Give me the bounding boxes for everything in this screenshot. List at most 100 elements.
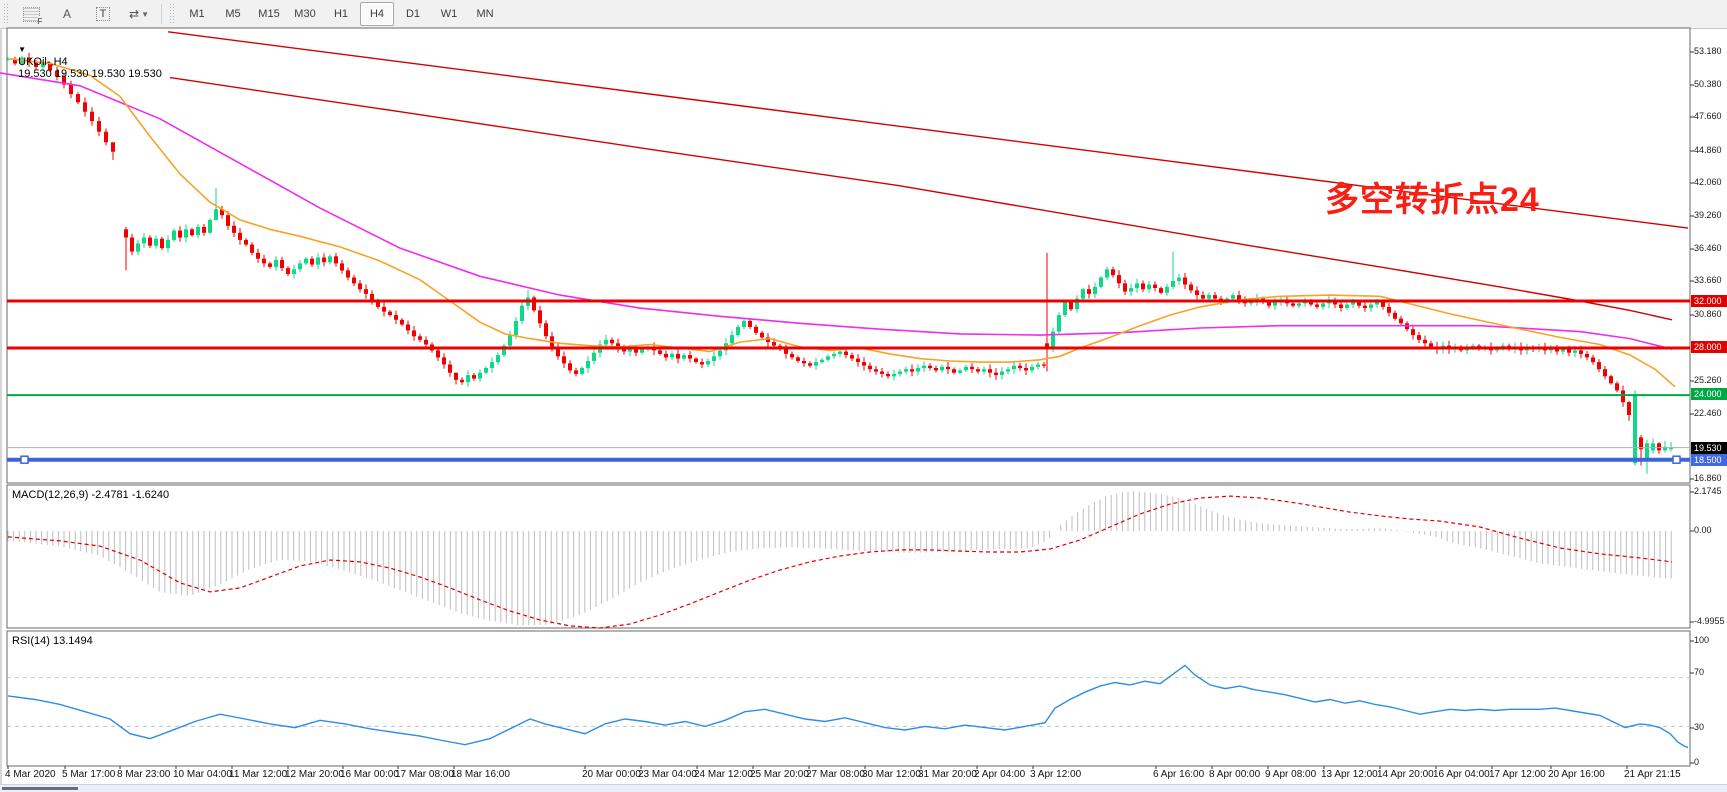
candle-body [478, 372, 482, 379]
candle-body [520, 305, 524, 321]
timeframe-button-h1[interactable]: H1 [333, 8, 349, 20]
candle-body [538, 310, 542, 324]
candle-body [83, 102, 87, 112]
candle-body [34, 62, 38, 67]
candle-body [124, 229, 128, 238]
candle-body [508, 335, 512, 346]
candle-body [910, 369, 914, 372]
rsi-label: RSI(14) 13.1494 [12, 635, 93, 647]
candle-body [1309, 301, 1313, 305]
time-axis-label: 8 Apr 00:00 [1209, 769, 1261, 780]
candle-body [166, 239, 170, 249]
candle-body [1036, 364, 1040, 367]
candle-body [544, 323, 548, 337]
candle-body [1024, 368, 1028, 371]
indicator-arrows-icon[interactable]: ⇄ ▼ [129, 7, 149, 21]
candle-body [1591, 357, 1595, 363]
rsi-panel[interactable] [6, 630, 1691, 767]
time-axis-label: 8 Mar 23:00 [117, 769, 171, 780]
candle-body [1051, 331, 1055, 349]
hline-handle[interactable] [1672, 455, 1681, 464]
text-box-icon[interactable]: T [86, 2, 120, 26]
main-panel[interactable] [6, 27, 1691, 484]
timeframe-button-mn[interactable]: MN [476, 8, 494, 20]
candle-body [730, 335, 734, 344]
text-a-icon[interactable]: A [62, 7, 71, 21]
candle-body [1057, 315, 1061, 332]
candle-body [1339, 304, 1343, 308]
candle-body [76, 94, 80, 103]
candle-body [868, 365, 872, 370]
timeframe-button-m1[interactable]: M1 [189, 8, 205, 20]
candle-body [856, 358, 860, 363]
candle-body [886, 373, 890, 377]
candle-body [6, 58, 10, 60]
timeframe-button-d1[interactable]: D1 [405, 8, 421, 20]
candle-body [69, 84, 73, 95]
candle-body [742, 321, 746, 327]
candle-body [688, 355, 692, 359]
candle-body [27, 57, 31, 63]
candle-body [904, 369, 908, 372]
candle-body [1297, 303, 1301, 306]
timeframe-button-m5[interactable]: M5 [225, 8, 241, 20]
candle-body [160, 238, 164, 249]
candle-body [316, 257, 320, 265]
candle-body [958, 370, 962, 373]
candle-body [1633, 395, 1637, 464]
candle-body [802, 361, 806, 364]
candle-body [1561, 349, 1565, 352]
candle-body [898, 371, 902, 374]
candle-body [1363, 305, 1367, 309]
candle-body [832, 353, 836, 357]
toolbar-drag-grip[interactable] [3, 3, 10, 25]
candle-body [1567, 349, 1571, 353]
candle-body [1105, 269, 1109, 278]
candle-body [1165, 286, 1169, 293]
candle-body [892, 373, 896, 377]
scrollbar-stub[interactable] [2, 787, 78, 790]
price-badge-18.500: 18.500 [1691, 454, 1727, 466]
ma-slow-magenta [0, 72, 1673, 350]
time-axis-label: 12 Mar 20:00 [285, 769, 344, 780]
macd-scale-label: -4.9955 [1694, 616, 1725, 626]
ma-long-red [169, 76, 1673, 321]
candle-body [658, 350, 662, 354]
candle-body [1375, 302, 1379, 305]
candle-body [1321, 303, 1325, 307]
candle-body [1351, 302, 1355, 305]
timeframe-button-h4[interactable]: H4 [360, 2, 394, 26]
candle-body [154, 238, 158, 246]
timeframe-button-w1[interactable]: W1 [440, 8, 458, 20]
chart-dropdown-icon[interactable]: ▼ [18, 45, 27, 54]
candle-body [580, 368, 584, 374]
timeframe-button-m15[interactable]: M15 [258, 8, 280, 20]
candle-body [1123, 283, 1127, 292]
timeframe-button-m30[interactable]: M30 [294, 8, 316, 20]
macd-panel[interactable] [6, 484, 1691, 629]
candle-body [304, 258, 308, 264]
timeframe-drag-grip[interactable] [169, 3, 176, 25]
candle-body [988, 369, 992, 373]
chevron-down-icon[interactable]: ▼ [141, 9, 149, 19]
candle-body [574, 370, 578, 374]
candle-body [178, 230, 182, 238]
candle-body [208, 219, 212, 233]
candle-body [844, 351, 848, 356]
hline-handle[interactable] [20, 455, 29, 464]
rsi-scale-label: 0 [1694, 757, 1700, 767]
time-axis-label: 27 Mar 08:00 [806, 769, 865, 780]
trendline[interactable] [167, 31, 1689, 229]
candle-body [1381, 302, 1385, 307]
candle-body [418, 336, 422, 340]
price-scale-label: 47.660 [1694, 111, 1722, 121]
candle-body [460, 379, 464, 383]
candle-body [1087, 289, 1091, 294]
annotation-text[interactable]: 多空转折点24 [1325, 181, 1540, 219]
macd-scale-label: 0.00 [1694, 525, 1712, 535]
candle-body [202, 226, 206, 233]
chart-grid-icon[interactable]: F [14, 2, 48, 26]
candle-body [1645, 443, 1649, 459]
